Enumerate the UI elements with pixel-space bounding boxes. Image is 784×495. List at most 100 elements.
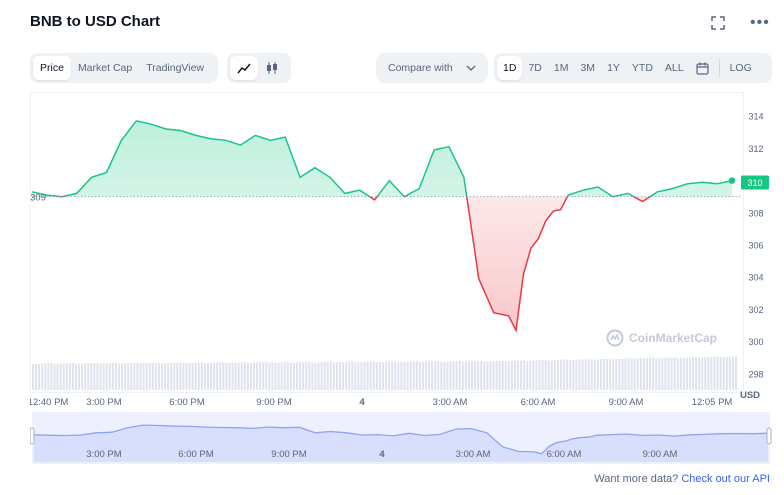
volume-bar	[133, 362, 136, 390]
volume-bar	[624, 358, 627, 390]
volume-bar	[688, 357, 691, 390]
volume-bar	[136, 362, 139, 390]
volume-bar	[397, 362, 400, 390]
range-3m[interactable]: 3M	[580, 62, 596, 74]
volume-bar	[99, 363, 102, 390]
volume-bar	[231, 362, 234, 390]
volume-bar	[121, 363, 124, 390]
tab-market-cap[interactable]: Market Cap	[77, 62, 133, 74]
volume-bar	[388, 361, 391, 390]
volume-bar	[84, 363, 87, 390]
volume-bar	[547, 360, 550, 390]
x-tick-label: 9:00 PM	[256, 397, 291, 408]
range-all[interactable]: ALL	[664, 62, 684, 74]
volume-bar	[50, 363, 53, 390]
volume-bar	[167, 363, 170, 390]
more-icon[interactable]: •••	[750, 14, 770, 31]
volume-bar	[274, 362, 277, 390]
tab-tradingview[interactable]: TradingView	[146, 62, 204, 74]
volume-bar	[56, 363, 59, 390]
volume-bar	[74, 363, 77, 390]
range-ytd[interactable]: YTD	[631, 62, 653, 74]
volume-bar	[320, 362, 323, 390]
volume-bar	[400, 362, 403, 390]
volume-bar	[673, 357, 676, 390]
current-price-dot	[728, 177, 736, 184]
volume-bar	[728, 356, 731, 390]
volume-bar	[722, 357, 725, 390]
volume-bar	[480, 360, 483, 390]
volume-bar	[495, 361, 498, 390]
compare-with-dropdown[interactable]: Compare with	[376, 53, 488, 83]
volume-bar	[71, 362, 74, 390]
volume-bar	[593, 359, 596, 390]
volume-bar	[351, 361, 354, 390]
y-tick-label: 312	[748, 144, 763, 154]
volume-bars	[32, 356, 738, 390]
volume-bar	[590, 359, 593, 390]
volume-bar	[612, 359, 615, 390]
navigator-svg[interactable]: 3:00 PM 6:00 PM 9:00 PM 4 3:00 AM 6:00 AM 9:00…	[30, 410, 784, 470]
volume-bar	[710, 356, 713, 390]
x-tick-label: 12:40 PM	[30, 397, 68, 408]
volume-bar	[179, 362, 182, 390]
price-chart[interactable]: 31431231030830630430230029830931012:40 P…	[30, 92, 784, 412]
volume-bar	[342, 362, 345, 390]
volume-bar	[560, 359, 563, 390]
volume-bar	[210, 362, 213, 390]
volume-bar	[317, 362, 320, 390]
volume-bar	[360, 362, 363, 390]
volume-bar	[160, 363, 163, 390]
chart-kind-toggle	[227, 53, 291, 83]
range-1m[interactable]: 1M	[553, 62, 569, 74]
volume-bar	[434, 361, 437, 390]
volume-bar	[523, 360, 526, 390]
volume-bar	[262, 362, 265, 390]
range-1d[interactable]: 1D	[497, 56, 523, 80]
volume-bar	[164, 363, 167, 390]
volume-bar	[563, 359, 566, 390]
volume-bar	[391, 361, 394, 390]
volume-bar	[145, 363, 148, 390]
volume-bar	[87, 363, 90, 390]
volume-bar	[117, 363, 120, 390]
volume-bar	[363, 361, 366, 390]
volume-bar	[78, 363, 81, 390]
volume-bar	[339, 362, 341, 390]
log-toggle[interactable]: LOG	[729, 62, 752, 74]
volume-bar	[381, 361, 384, 390]
volume-bar	[449, 361, 452, 390]
navigator-tick-label: 3:00 AM	[456, 449, 491, 460]
volume-bar	[655, 358, 658, 390]
volume-bar	[305, 361, 308, 390]
volume-bar	[114, 362, 117, 390]
volume-bar	[41, 363, 44, 390]
y-tick-label: 302	[748, 305, 763, 315]
api-link[interactable]: Check out our API	[681, 473, 770, 485]
chevron-down-icon	[466, 65, 476, 71]
volume-bar	[685, 357, 688, 390]
line-chart-button[interactable]	[230, 56, 258, 80]
volume-bar	[440, 362, 443, 390]
tab-price[interactable]: Price	[33, 56, 71, 80]
volume-bar	[173, 362, 176, 390]
volume-bar	[587, 358, 590, 390]
candlestick-button[interactable]	[258, 56, 286, 80]
volume-bar	[489, 361, 492, 390]
expand-icon[interactable]	[711, 16, 727, 32]
volume-bar	[636, 358, 639, 390]
volume-bar	[606, 358, 609, 390]
volume-bar	[615, 359, 618, 390]
calendar-button[interactable]	[690, 56, 715, 80]
volume-bar	[225, 363, 228, 390]
volume-bar	[403, 361, 406, 390]
volume-bar	[354, 362, 357, 390]
volume-bar	[314, 362, 317, 390]
base-price-label: 309	[30, 193, 46, 204]
volume-bar	[695, 356, 698, 390]
range-1y[interactable]: 1Y	[607, 62, 620, 74]
navigator-handle-left	[30, 427, 35, 445]
volume-bar	[679, 357, 682, 390]
range-7d[interactable]: 7D	[528, 62, 542, 74]
volume-bar	[213, 362, 216, 390]
